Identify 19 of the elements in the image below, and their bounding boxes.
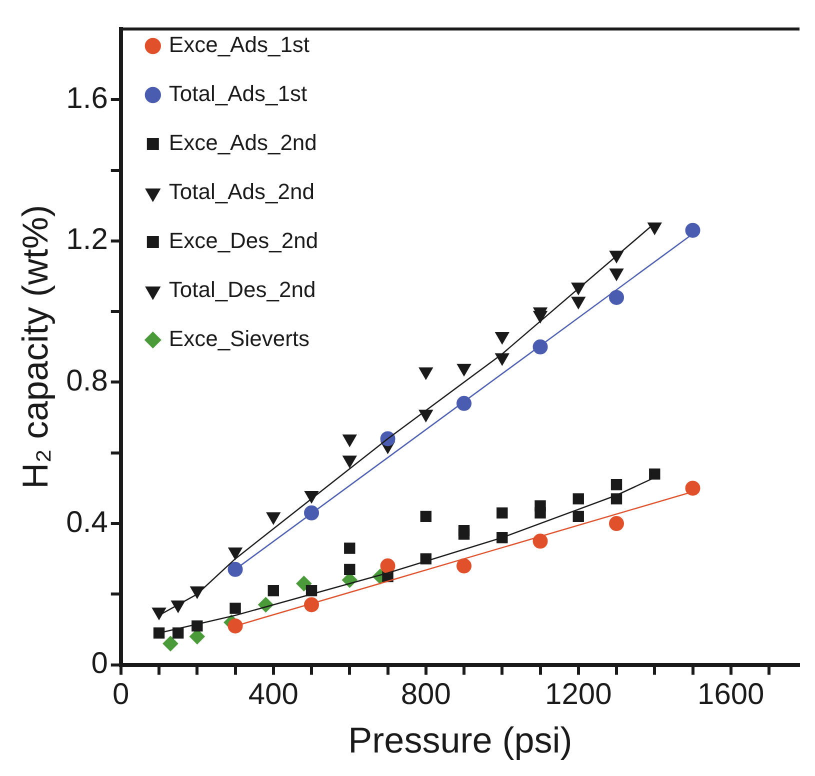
y-tick-label: 0 (91, 647, 108, 680)
x-tick-label: 1600 (698, 678, 764, 712)
y-tick-label: 1.6 (66, 82, 108, 115)
x-tick-label: 800 (400, 678, 451, 712)
y-axis-title: H₂ capacity (wt%) (14, 204, 56, 489)
x-tick-label: 400 (248, 678, 298, 712)
y-tick-label: 1.2 (66, 223, 108, 256)
x-tick-label: 0 (112, 678, 130, 712)
legend-label: Total_Ads_2nd (168, 179, 314, 204)
x-axis-title: Pressure (psi) (348, 719, 572, 760)
legend-label: Total_Des_2nd (168, 277, 316, 302)
legend-label: Total_Ads_1st (168, 81, 308, 106)
x-tick-label: 1200 (545, 678, 612, 712)
legend-label: Exce_Sieverts (168, 326, 310, 352)
legend-label: Exce_Ads_1st (168, 32, 310, 58)
legend-label: Exce_Ads_2nd (168, 130, 317, 156)
legend-label: Exce_Des_2nd (168, 228, 318, 254)
y-tick-label: 0.4 (66, 506, 108, 539)
y-tick-label: 0.8 (66, 364, 108, 398)
